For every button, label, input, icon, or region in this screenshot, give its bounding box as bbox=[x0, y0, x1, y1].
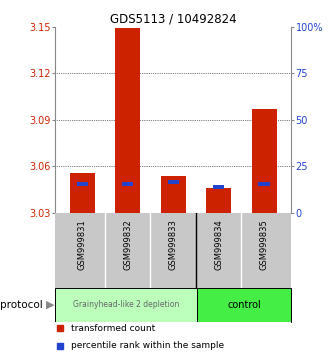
Bar bbox=[213, 185, 224, 189]
Text: GSM999832: GSM999832 bbox=[123, 219, 132, 270]
Bar bbox=[122, 182, 133, 185]
Bar bbox=[197, 288, 291, 322]
Text: GSM999835: GSM999835 bbox=[260, 219, 269, 270]
Text: transformed count: transformed count bbox=[72, 324, 156, 333]
Text: GSM999834: GSM999834 bbox=[214, 219, 223, 270]
Text: protocol: protocol bbox=[0, 300, 43, 310]
Bar bbox=[206, 188, 231, 213]
Bar bbox=[70, 173, 95, 213]
Text: percentile rank within the sample: percentile rank within the sample bbox=[72, 341, 225, 350]
Text: GSM999831: GSM999831 bbox=[78, 219, 87, 270]
Text: Grainyhead-like 2 depletion: Grainyhead-like 2 depletion bbox=[73, 300, 179, 309]
Text: ▶: ▶ bbox=[46, 300, 55, 310]
Bar bbox=[115, 28, 140, 213]
Bar bbox=[167, 180, 179, 184]
Bar bbox=[161, 176, 186, 213]
Text: GSM999833: GSM999833 bbox=[168, 219, 178, 270]
Text: control: control bbox=[227, 300, 261, 310]
Title: GDS5113 / 10492824: GDS5113 / 10492824 bbox=[110, 12, 236, 25]
Bar bbox=[258, 182, 270, 185]
Bar bbox=[252, 109, 277, 213]
Bar bbox=[77, 182, 88, 185]
Bar bbox=[55, 288, 197, 322]
